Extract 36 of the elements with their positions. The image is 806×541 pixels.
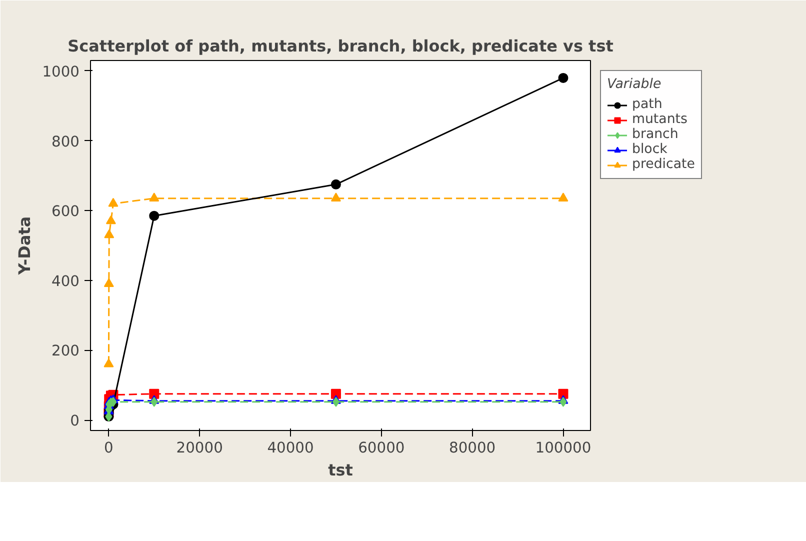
x-tick-label: 20000	[176, 440, 223, 456]
point	[104, 358, 114, 368]
y-tick-label: 1000	[42, 63, 80, 80]
legend-label: predicate	[632, 157, 695, 172]
x-tick-label: 0	[104, 440, 114, 456]
y-tick-label: 0	[70, 412, 80, 430]
chart-title: Scatterplot of path, mutants, branch, block, predicate vs tst	[68, 36, 614, 56]
point	[149, 192, 160, 202]
point	[108, 198, 118, 207]
point	[330, 192, 341, 202]
point	[332, 396, 340, 407]
point	[330, 388, 341, 399]
point	[150, 396, 158, 407]
point	[104, 278, 114, 287]
x-tick-label: 40000	[267, 440, 314, 456]
x-tick-label: 100000	[535, 440, 592, 456]
point	[558, 72, 568, 83]
x-tick-label: 60000	[358, 440, 405, 456]
x-tick-label: 80000	[449, 440, 496, 456]
point	[560, 396, 567, 407]
legend-label: branch	[632, 127, 678, 142]
y-tick-label: 800	[52, 133, 80, 150]
legend-label: path	[632, 97, 662, 112]
legend-title: Variable	[607, 77, 662, 92]
point	[149, 210, 160, 221]
y-axis-title: Y-Data	[15, 216, 34, 276]
point	[558, 192, 568, 202]
point	[106, 215, 116, 224]
y-tick-label: 600	[52, 203, 80, 220]
point	[330, 179, 341, 190]
y-tick-label: 200	[52, 342, 80, 360]
point	[104, 229, 114, 238]
y-tick-label: 400	[52, 272, 80, 290]
x-axis-title: tst	[328, 460, 354, 480]
legend-label: mutants	[632, 112, 688, 127]
legend-label: block	[632, 142, 668, 157]
